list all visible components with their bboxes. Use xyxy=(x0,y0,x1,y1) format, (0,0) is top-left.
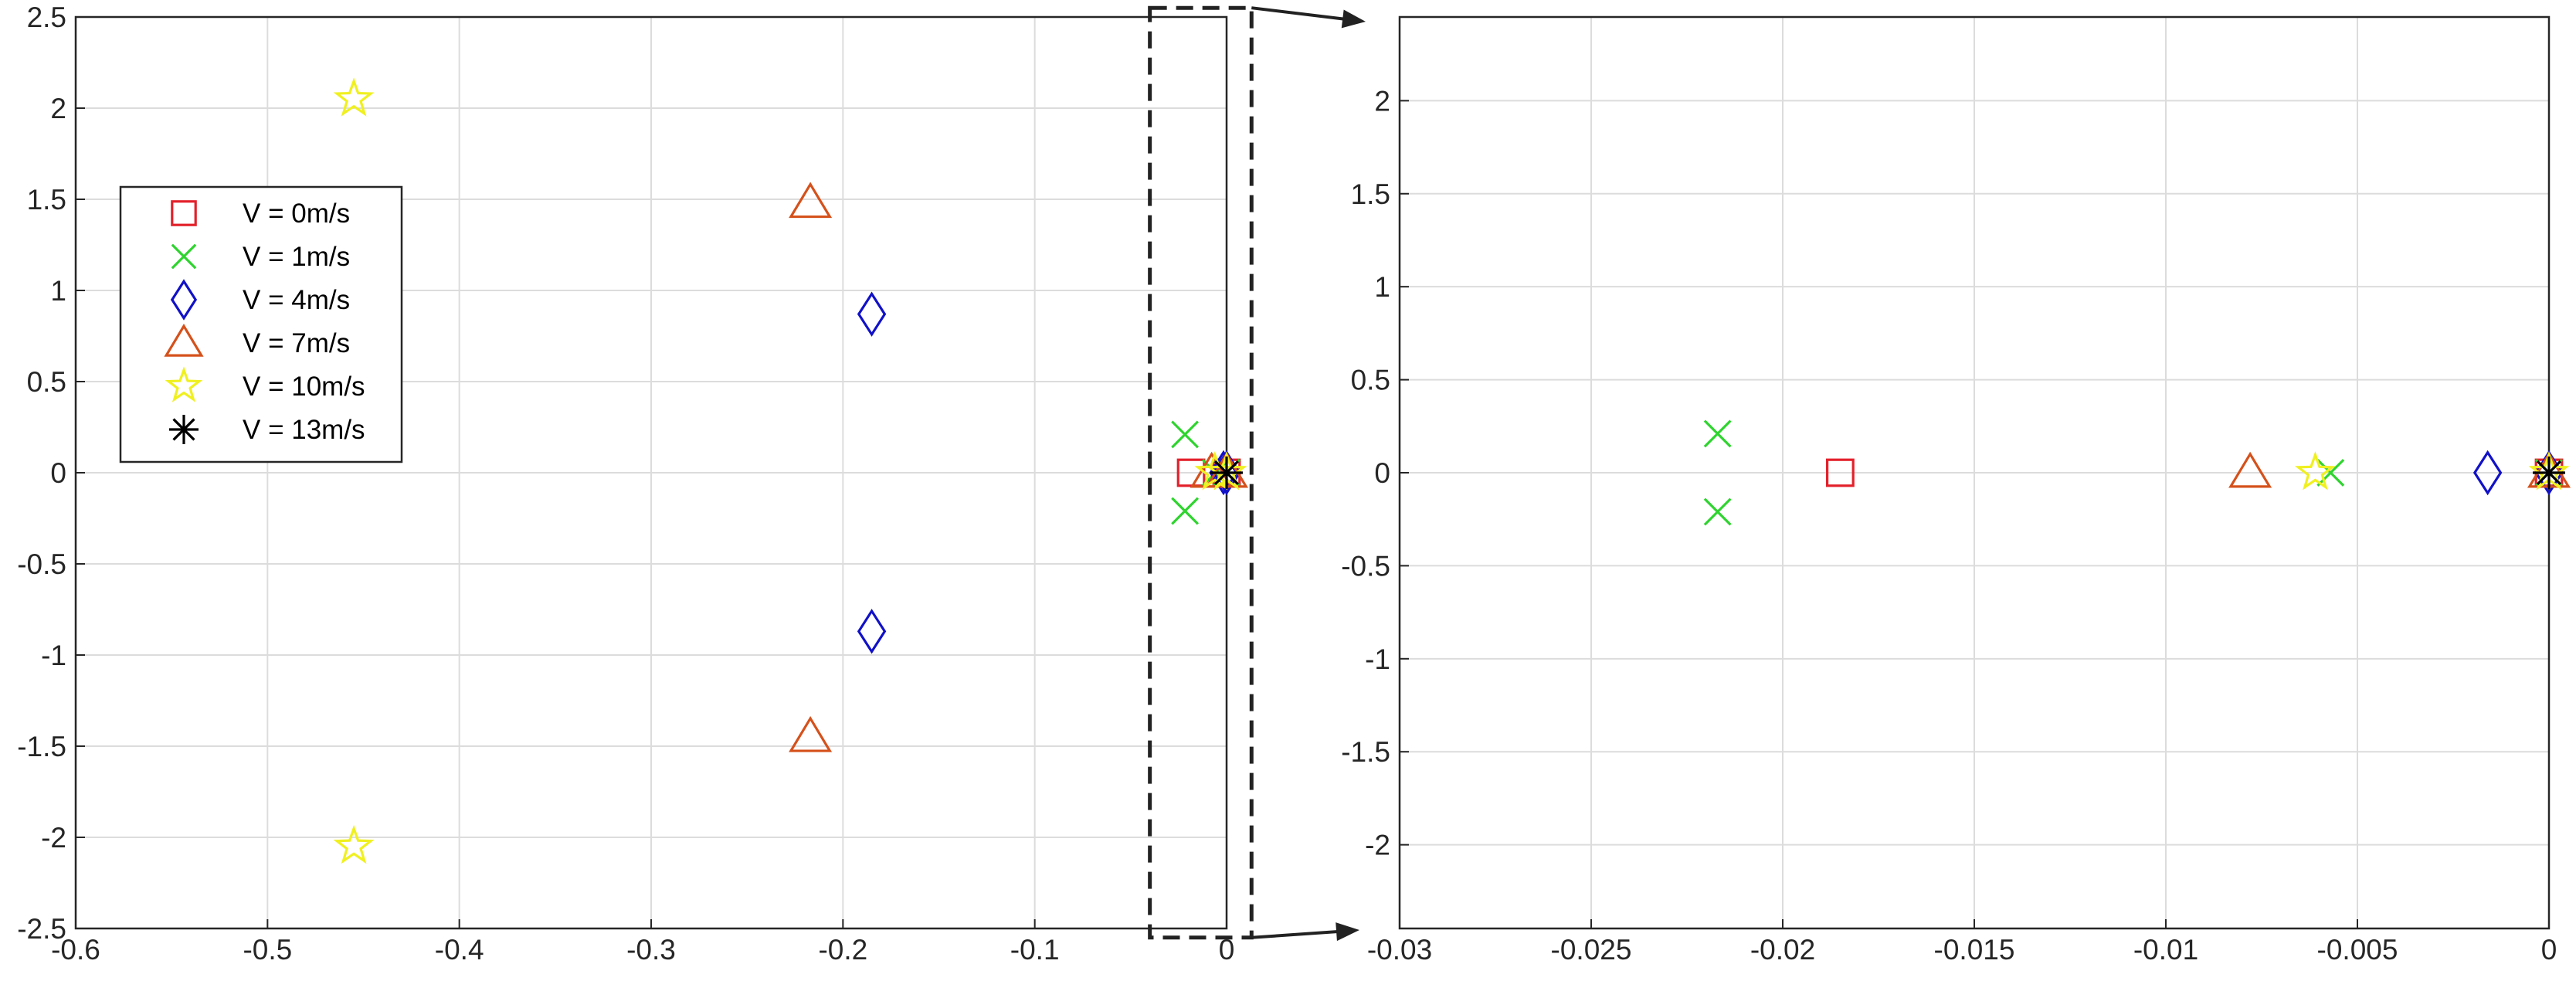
left-plot-ytick-label-1: 2 xyxy=(50,93,66,124)
right-plot-xtick-label-2: -0.02 xyxy=(1750,934,1815,966)
left-plot-xtick-label-4: -0.2 xyxy=(818,934,867,966)
left-plot-xtick-label-6: 0 xyxy=(1219,934,1235,966)
right-plot-point-v-1m-s-1 xyxy=(1703,497,1732,526)
legend-label-v-4m-s: V = 4m/s xyxy=(243,285,350,315)
right-plot-xtick-label-5: -0.005 xyxy=(2317,934,2398,966)
legend-box xyxy=(119,185,403,463)
right-plot-ytick-label-5: -0.5 xyxy=(1341,550,1390,582)
right-plot-ytick-label-2: 1 xyxy=(1374,271,1390,303)
right-plot-point-v-10m-s-0 xyxy=(2294,451,2336,490)
left-plot-ytick-label-2: 1.5 xyxy=(27,184,66,216)
plot-left: -0.6 -0.5 -0.4 -0.3 -0.2 -0.1 0 2.5 2 1.5 1 0.5 0 -0.… xyxy=(17,2,1249,966)
left-plot-ytick-label-8: -1.5 xyxy=(17,731,66,762)
right-plot-xtick-label-1: -0.025 xyxy=(1551,934,1632,966)
left-plot-point-v-4m-s-0 xyxy=(857,291,887,337)
legend-marker-v-7m-s xyxy=(164,324,204,357)
left-plot-point-v-4m-s-1 xyxy=(857,609,887,654)
right-plot-ytick-label-4: 0 xyxy=(1374,457,1390,489)
left-plot-xtick-label-2: -0.4 xyxy=(435,934,484,966)
zoom-indicator xyxy=(1148,5,1366,942)
left-plot-xtick-label-1: -0.5 xyxy=(243,934,292,966)
legend: V = 0m/s V = 1m/s V = 4m/s V = 7m/s V = 10m/… xyxy=(119,185,403,463)
left-plot-point-v-1m-s-1 xyxy=(1171,497,1200,525)
right-plot-point-v-7m-s-0 xyxy=(2228,451,2272,488)
legend-marker-v-0m-s xyxy=(171,200,197,226)
left-plot-point-v-1m-s-0 xyxy=(1171,420,1200,449)
right-plot-ytick-label-7: -1.5 xyxy=(1341,736,1390,768)
right-plot-xtick-label-3: -0.015 xyxy=(1934,934,2015,966)
right-plot-ytick-label-0: 2 xyxy=(1374,85,1390,117)
left-plot-point-v-10m-s-1 xyxy=(333,824,375,864)
zoom-arrow-top xyxy=(1251,6,1366,29)
right-plot-point-v-13m-s-0 xyxy=(2533,457,2565,489)
legend-label-v-7m-s: V = 7m/s xyxy=(243,328,350,358)
right-plot-ytick-label-1: 1.5 xyxy=(1351,178,1390,210)
right-plot-ytick-label-3: 0.5 xyxy=(1351,365,1390,396)
left-plot-ytick-label-0: 2.5 xyxy=(27,2,66,33)
legend-label-v-0m-s: V = 0m/s xyxy=(243,199,350,229)
left-plot-ytick-label-10: -2.5 xyxy=(17,913,66,945)
left-plot-ytick-label-9: -2 xyxy=(41,822,66,854)
right-plot-point-v-4m-s-0 xyxy=(2472,450,2503,496)
right-plot-point-v-1m-s-2 xyxy=(2316,459,2345,487)
left-plot-ytick-label-5: 0 xyxy=(50,457,66,489)
right-plot-ytick-label-8: -2 xyxy=(1365,830,1390,861)
right-plot-xtick-label-6: 0 xyxy=(2541,934,2557,966)
left-plot-markers xyxy=(333,77,1249,864)
zoom-arrow-bottom xyxy=(1251,922,1359,942)
plot-right: -0.03 -0.025 -0.02 -0.015 -0.01 -0.005 0 2 1.5 1 0… xyxy=(1341,15,2571,966)
legend-label-v-13m-s: V = 13m/s xyxy=(243,415,365,445)
left-plot-ytick-label-4: 0.5 xyxy=(27,366,66,398)
legend-label-v-10m-s: V = 10m/s xyxy=(243,372,365,402)
right-plot-point-v-0m-s-0 xyxy=(1826,458,1855,487)
right-plot-ytick-label-6: -1 xyxy=(1365,643,1390,675)
left-plot-xtick-label-3: -0.3 xyxy=(626,934,676,966)
left-plot-ytick-label-6: -0.5 xyxy=(17,548,66,580)
zoom-region-box xyxy=(1148,5,1254,940)
left-plot-ytick-label-3: 1 xyxy=(50,275,66,307)
right-plot-markers xyxy=(1703,419,2571,526)
left-plot-ytick-label-7: -1 xyxy=(41,640,66,671)
left-plot-point-v-13m-s-0 xyxy=(1210,457,1243,489)
legend-label-v-1m-s: V = 1m/s xyxy=(243,242,350,272)
left-plot-xtick-label-5: -0.1 xyxy=(1010,934,1060,966)
left-plot-point-v-7m-s-1 xyxy=(789,715,833,752)
legend-marker-v-4m-s xyxy=(170,279,198,321)
legend-marker-v-13m-s xyxy=(169,415,199,444)
left-plot-xtick-label-0: -0.6 xyxy=(51,934,100,966)
legend-marker-v-10m-s xyxy=(165,366,203,402)
right-plot-xtick-label-0: -0.03 xyxy=(1367,934,1432,966)
legend-marker-v-1m-s xyxy=(171,243,197,270)
left-plot-point-v-10m-s-0 xyxy=(333,77,375,117)
right-plot-xtick-label-4: -0.01 xyxy=(2133,934,2198,966)
right-plot-point-v-1m-s-0 xyxy=(1703,419,1732,448)
left-plot-point-v-7m-s-0 xyxy=(789,182,833,219)
